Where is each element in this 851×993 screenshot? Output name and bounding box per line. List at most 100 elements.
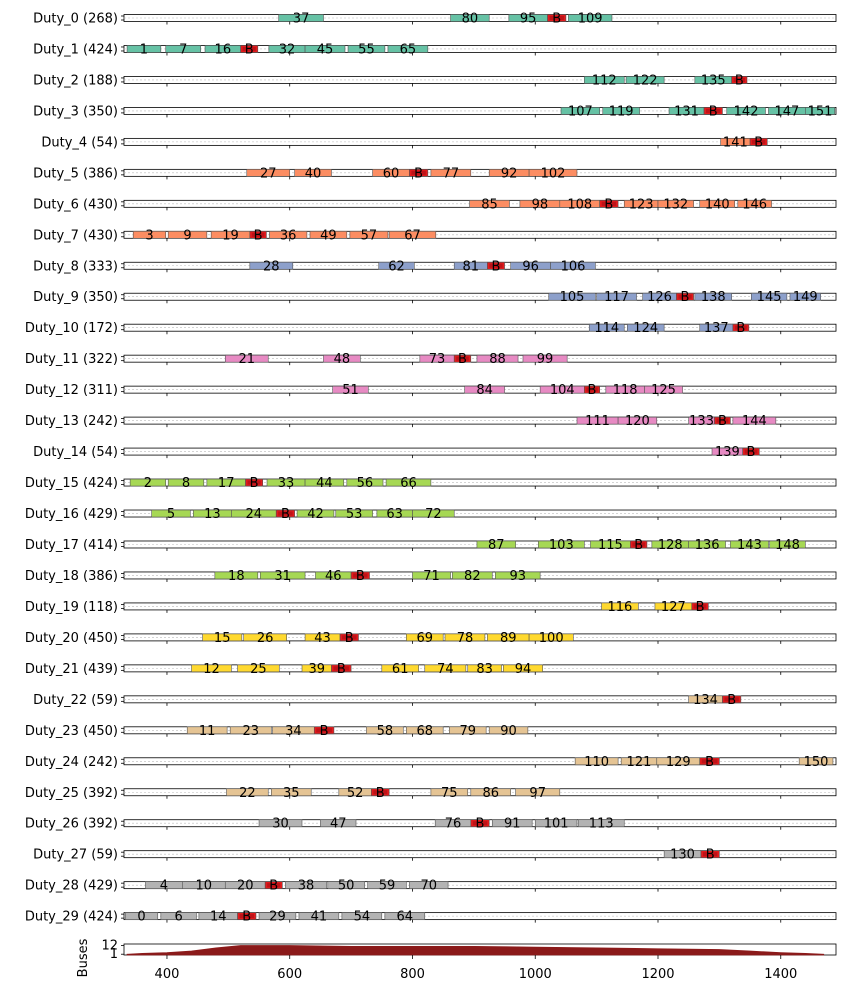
task-label: 7 [179, 42, 187, 57]
duty-row: Duty_11 (322) 21 48 73 B 88 99 [25, 352, 837, 367]
break-bar-hatch [632, 542, 645, 547]
task-label: 94 [515, 662, 532, 677]
task-label: B [281, 507, 290, 522]
task-bar [601, 602, 639, 611]
task-label: 46 [325, 569, 342, 584]
task-bar [522, 354, 568, 363]
task-label: 97 [529, 786, 546, 801]
task-bar [488, 726, 529, 735]
task-bar [160, 912, 197, 920]
break-bar-hatch [239, 914, 254, 919]
break-bar-hatch [333, 666, 350, 671]
task-label: 73 [429, 352, 446, 367]
duty-label: Duty_25 (392) [25, 786, 118, 801]
task-bar [476, 540, 516, 549]
task-bar [495, 571, 541, 580]
duty-row: Duty_12 (311) 51 84 104 B 118 125 [25, 383, 837, 398]
break-bar-hatch [489, 263, 503, 268]
task-bar [335, 509, 373, 518]
duty-row: Duty_3 (350) 107 119 131 B 142 147 151 [33, 104, 837, 119]
task-label: 1 [140, 42, 148, 57]
task-bar [167, 230, 208, 239]
break-bar-hatch [744, 449, 758, 454]
task-bar [470, 788, 511, 797]
task-bar [452, 571, 493, 580]
duty-label: Duty_28 (429) [25, 879, 118, 894]
task-label: 101 [544, 817, 569, 832]
task-bar [165, 45, 202, 53]
task-label: 137 [704, 321, 729, 336]
task-label: 79 [459, 724, 476, 739]
task-bar [271, 788, 312, 797]
task-bar [699, 200, 736, 208]
task-label: 51 [342, 383, 359, 398]
duty-row: Duty_14 (54) 139 B [33, 445, 837, 460]
task-label: 149 [793, 290, 818, 305]
task-bar [309, 230, 348, 239]
task-label: 10 [196, 879, 213, 894]
task-label: 146 [742, 197, 767, 212]
task-label: 76 [445, 817, 462, 832]
task-label: 64 [397, 910, 414, 925]
task-label: B [706, 848, 715, 863]
duty-label: Duty_23 (450) [25, 724, 118, 739]
task-label: 139 [715, 445, 740, 460]
task-label: 24 [246, 507, 263, 522]
task-label: 48 [334, 352, 351, 367]
task-label: 87 [488, 538, 505, 553]
task-bar [503, 664, 543, 673]
task-label: 138 [701, 290, 726, 305]
duty-label: Duty_0 (268) [33, 12, 118, 27]
duty-label: Duty_5 (386) [33, 166, 118, 181]
task-label: 71 [423, 569, 440, 584]
task-label: 42 [307, 507, 324, 522]
task-label: 5 [167, 507, 175, 522]
task-bar [167, 478, 205, 487]
task-bar [464, 385, 505, 394]
task-label: 90 [500, 724, 517, 739]
task-bar [341, 912, 383, 920]
task-label: 117 [604, 290, 629, 305]
buses-y-tick-label: 1 [110, 947, 118, 962]
task-label: 33 [278, 476, 295, 491]
task-bar [430, 169, 472, 177]
task-bar [737, 200, 772, 208]
x-tick-label: 600 [277, 967, 302, 982]
task-label: B [376, 786, 385, 801]
task-label: 37 [293, 12, 310, 27]
duty-label: Duty_21 (439) [25, 662, 118, 677]
task-label: 12 [203, 662, 220, 677]
task-label: B [588, 383, 597, 398]
task-label: 98 [532, 197, 549, 212]
task-label: 69 [416, 631, 433, 646]
task-label: 27 [260, 166, 277, 181]
task-label: 4 [160, 879, 168, 894]
task-label: B [245, 42, 254, 57]
task-bar [381, 664, 419, 673]
task-label: B [747, 445, 756, 460]
task-bar [450, 14, 490, 22]
duty-label: Duty_18 (386) [25, 569, 118, 584]
task-bar [298, 912, 340, 920]
task-label: 30 [272, 817, 289, 832]
duty-label: Duty_14 (54) [33, 445, 118, 460]
task-label: B [476, 817, 485, 832]
task-label: 100 [539, 631, 564, 646]
task-label: 0 [137, 910, 145, 925]
break-bar-hatch [316, 728, 332, 733]
task-label: B [250, 476, 259, 491]
task-label: 136 [695, 538, 720, 553]
task-label: 36 [280, 228, 297, 243]
task-label: 77 [443, 166, 460, 181]
task-label: 17 [218, 476, 235, 491]
task-bar [320, 819, 357, 828]
task-label: 26 [257, 631, 274, 646]
task-label: B [552, 12, 561, 27]
break-bar-hatch [247, 480, 261, 485]
task-label: 82 [464, 569, 481, 584]
task-label: 23 [242, 724, 259, 739]
task-label: 142 [734, 104, 759, 119]
duty-row: Duty_22 (59) 134 B [33, 693, 837, 708]
task-label: 32 [279, 42, 296, 57]
task-label: 31 [274, 569, 291, 584]
